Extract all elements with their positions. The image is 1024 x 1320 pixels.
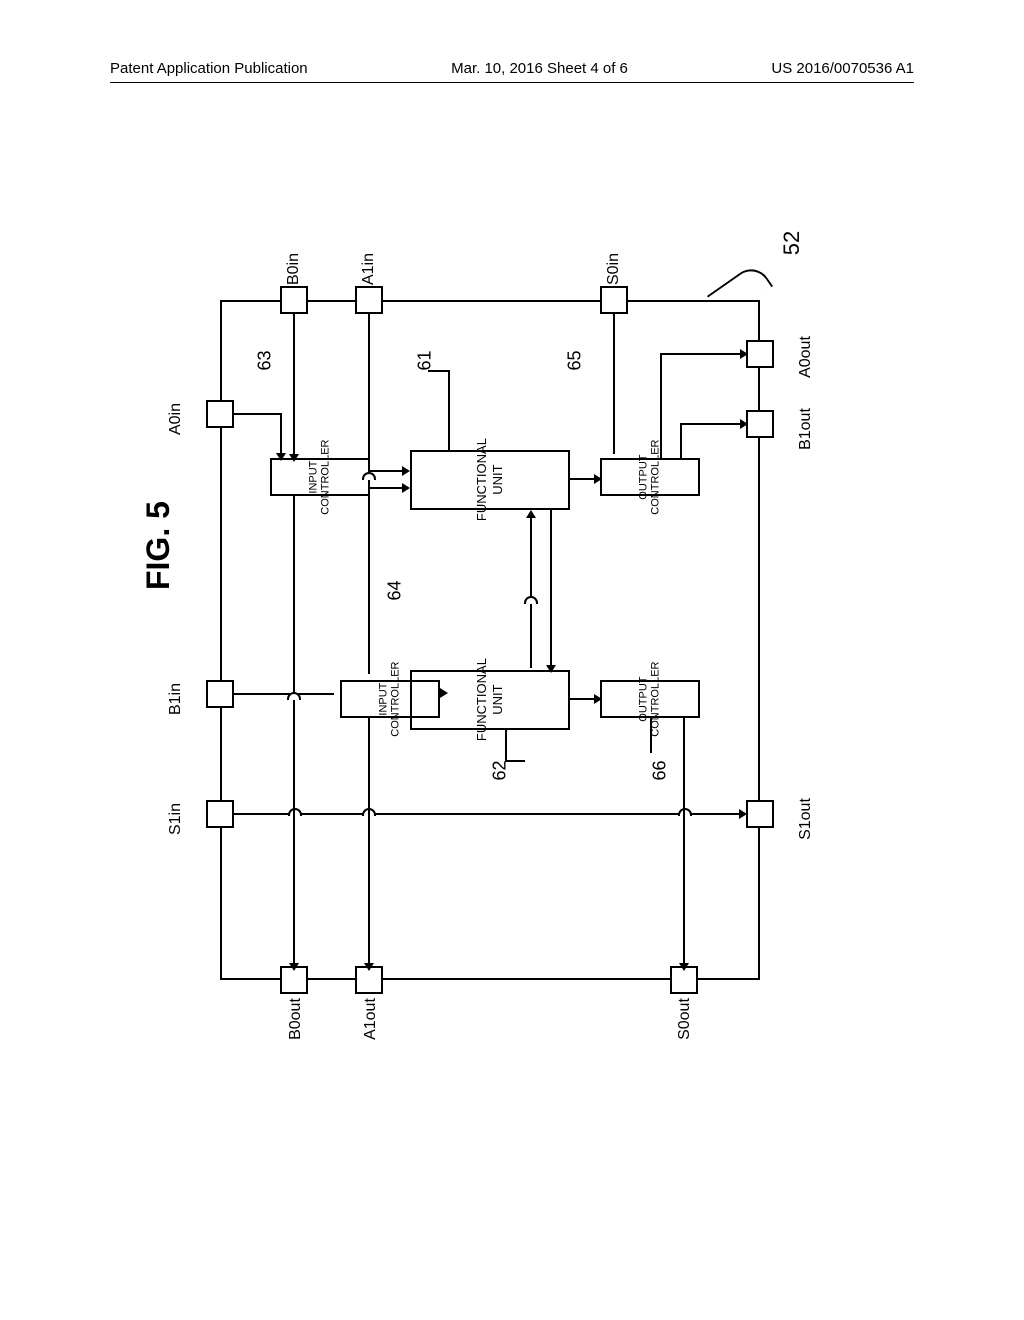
- wire: [570, 478, 594, 480]
- label-a1out: A1out: [362, 998, 380, 1040]
- wire: [613, 314, 615, 454]
- port-b0in: [280, 286, 308, 314]
- page-header: Patent Application Publication Mar. 10, …: [0, 60, 1024, 77]
- functional-unit-2-label: FUNCTIONALUNIT: [474, 658, 505, 741]
- input-controller-2-label: INPUTCONTROLLER: [378, 661, 402, 736]
- header-rule: [110, 82, 914, 83]
- wire-hop: [678, 808, 692, 816]
- input-controller-2: INPUTCONTROLLER: [340, 680, 440, 718]
- label-a0out: A0out: [797, 336, 815, 378]
- label-a0in: A0in: [167, 403, 185, 435]
- functional-unit-1: FUNCTIONALUNIT: [410, 450, 570, 510]
- label-s1out: S1out: [797, 798, 815, 840]
- wire: [280, 413, 282, 453]
- label-a1in: A1in: [360, 253, 378, 285]
- port-s1in: [206, 800, 234, 828]
- ref-66: 66: [650, 760, 671, 780]
- ref-62: 62: [490, 760, 511, 780]
- figure-5: FIG. 5 52 A0in B1in S1in B0in A1in S0in …: [170, 240, 810, 1040]
- output-controller-2: OUTPUTCONTROLLER: [600, 680, 700, 718]
- wire: [234, 693, 334, 695]
- port-a1in: [355, 286, 383, 314]
- input-controller-1-label: INPUTCONTROLLER: [308, 439, 332, 514]
- leader: [448, 370, 450, 450]
- wire: [570, 698, 594, 700]
- wire: [234, 413, 280, 415]
- wire-hop: [524, 596, 538, 604]
- leader: [505, 760, 525, 762]
- label-b0out: B0out: [287, 998, 305, 1040]
- wire: [660, 353, 740, 355]
- label-s0out: S0out: [676, 998, 694, 1040]
- wire: [370, 487, 402, 489]
- wire: [530, 518, 532, 668]
- header-left: Patent Application Publication: [110, 60, 308, 77]
- wire-hop: [287, 692, 301, 700]
- main-box-52: [220, 300, 760, 980]
- leader: [428, 370, 448, 372]
- ref-65: 65: [565, 350, 586, 370]
- wire: [660, 353, 662, 458]
- header-right: US 2016/0070536 A1: [771, 60, 914, 77]
- port-b1out: [746, 410, 774, 438]
- wire: [680, 423, 740, 425]
- wire: [368, 718, 370, 963]
- wire: [293, 496, 295, 963]
- label-b1out: B1out: [797, 408, 815, 450]
- wire-hop: [362, 472, 376, 480]
- leader: [650, 718, 652, 753]
- ref-52: 52: [779, 231, 805, 255]
- wire: [680, 423, 682, 458]
- functional-unit-1-label: FUNCTIONALUNIT: [474, 438, 505, 521]
- wire: [234, 813, 739, 815]
- wire: [368, 314, 370, 674]
- port-b1in: [206, 680, 234, 708]
- ref-63: 63: [255, 350, 276, 370]
- label-s1in: S1in: [167, 803, 185, 835]
- port-a0out: [746, 340, 774, 368]
- leader: [505, 730, 507, 760]
- wire: [293, 314, 295, 454]
- header-mid: Mar. 10, 2016 Sheet 4 of 6: [451, 60, 628, 77]
- wire: [370, 470, 402, 472]
- wire: [683, 718, 685, 963]
- wire-hop: [288, 808, 302, 816]
- ref-64: 64: [385, 580, 406, 600]
- output-controller-1: OUTPUTCONTROLLER: [600, 458, 700, 496]
- port-a0in: [206, 400, 234, 428]
- wire: [550, 510, 552, 665]
- output-controller-1-label: OUTPUTCONTROLLER: [638, 439, 662, 514]
- port-s0in: [600, 286, 628, 314]
- label-b1in: B1in: [167, 683, 185, 715]
- input-controller-1: INPUTCONTROLLER: [270, 458, 370, 496]
- label-s0in: S0in: [605, 253, 623, 285]
- figure-title: FIG. 5: [140, 501, 177, 590]
- port-s1out: [746, 800, 774, 828]
- ref-61: 61: [415, 350, 436, 370]
- label-b0in: B0in: [285, 253, 303, 285]
